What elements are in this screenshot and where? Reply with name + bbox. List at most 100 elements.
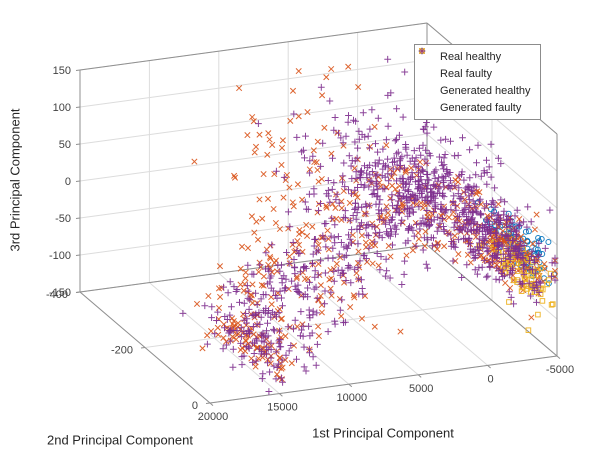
data-point bbox=[534, 253, 542, 260]
data-point bbox=[528, 253, 535, 260]
data-point bbox=[410, 232, 418, 240]
data-point bbox=[455, 236, 462, 243]
data-point bbox=[458, 274, 465, 281]
data-point bbox=[412, 242, 420, 250]
data-point bbox=[297, 268, 304, 276]
data-point bbox=[328, 292, 335, 299]
data-point bbox=[363, 231, 371, 239]
data-point bbox=[405, 180, 413, 188]
x-axis-label: 1st Principal Component bbox=[312, 425, 454, 441]
data-point bbox=[242, 343, 250, 350]
data-point bbox=[537, 279, 544, 287]
data-point bbox=[254, 236, 262, 243]
data-point bbox=[519, 254, 527, 262]
data-point bbox=[449, 199, 457, 206]
data-point bbox=[321, 124, 328, 131]
data-point bbox=[268, 269, 276, 276]
data-point bbox=[266, 136, 273, 143]
data-point bbox=[319, 139, 327, 147]
data-point bbox=[535, 311, 541, 318]
data-point bbox=[231, 172, 238, 179]
x-tick-mark bbox=[209, 402, 214, 406]
data-point bbox=[317, 163, 324, 170]
data-point bbox=[362, 210, 370, 218]
data-point bbox=[548, 302, 555, 308]
data-point bbox=[310, 242, 318, 250]
data-point bbox=[462, 224, 470, 232]
data-point bbox=[466, 174, 474, 182]
data-point bbox=[375, 232, 383, 240]
data-point bbox=[393, 150, 400, 158]
data-point bbox=[501, 198, 508, 206]
data-point bbox=[415, 235, 422, 242]
data-point bbox=[531, 259, 539, 266]
data-point bbox=[311, 267, 319, 275]
data-point bbox=[403, 151, 411, 159]
data-point bbox=[393, 225, 400, 233]
x-tick-label: 0 bbox=[488, 373, 494, 385]
data-point bbox=[363, 169, 370, 177]
data-point bbox=[535, 266, 542, 273]
data-point bbox=[501, 272, 508, 280]
data-point bbox=[541, 264, 548, 271]
data-point bbox=[330, 179, 338, 186]
grid-line-backwall-z bbox=[79, 133, 428, 182]
data-point bbox=[289, 199, 296, 206]
data-point bbox=[421, 219, 429, 227]
data-point bbox=[447, 177, 454, 184]
data-point bbox=[500, 207, 508, 215]
data-point bbox=[438, 162, 446, 169]
data-point bbox=[223, 338, 230, 345]
data-point bbox=[396, 157, 404, 165]
data-point bbox=[311, 273, 319, 281]
data-point bbox=[314, 166, 321, 174]
data-point bbox=[503, 231, 511, 239]
data-point bbox=[275, 360, 282, 368]
data-point bbox=[327, 288, 335, 296]
data-point bbox=[214, 324, 221, 331]
data-point bbox=[438, 205, 445, 213]
data-point bbox=[226, 328, 234, 336]
data-point bbox=[204, 340, 211, 348]
data-point bbox=[350, 116, 357, 124]
data-point bbox=[309, 353, 317, 361]
data-point bbox=[398, 175, 406, 182]
data-point bbox=[436, 190, 444, 197]
data-point bbox=[284, 323, 292, 331]
data-point bbox=[220, 283, 227, 291]
data-point bbox=[299, 229, 306, 236]
data-point bbox=[483, 200, 490, 208]
data-point bbox=[492, 229, 500, 237]
data-point bbox=[484, 272, 492, 280]
data-point bbox=[273, 364, 281, 371]
data-point bbox=[432, 183, 439, 190]
x-tick-mark bbox=[417, 374, 422, 378]
data-point bbox=[208, 328, 215, 335]
data-point bbox=[478, 263, 486, 271]
data-point bbox=[260, 338, 268, 346]
data-point bbox=[335, 233, 342, 240]
data-point bbox=[358, 276, 365, 284]
data-point bbox=[282, 333, 289, 340]
data-point bbox=[525, 327, 532, 333]
data-point bbox=[216, 263, 224, 270]
data-point bbox=[345, 241, 352, 249]
data-point bbox=[537, 265, 544, 271]
x-tick-label: 10000 bbox=[337, 392, 368, 404]
data-point bbox=[356, 257, 364, 265]
data-point bbox=[301, 275, 308, 283]
data-point bbox=[226, 278, 234, 286]
data-point bbox=[366, 143, 373, 150]
data-point bbox=[525, 279, 533, 287]
data-point bbox=[423, 129, 431, 137]
data-point bbox=[409, 247, 416, 254]
data-point bbox=[486, 229, 494, 237]
data-point bbox=[242, 269, 249, 276]
data-point bbox=[326, 198, 334, 206]
data-point bbox=[412, 196, 420, 203]
data-point bbox=[472, 171, 480, 179]
data-point bbox=[312, 236, 319, 243]
data-point bbox=[438, 173, 446, 181]
data-point bbox=[256, 196, 263, 203]
data-point bbox=[278, 144, 286, 151]
